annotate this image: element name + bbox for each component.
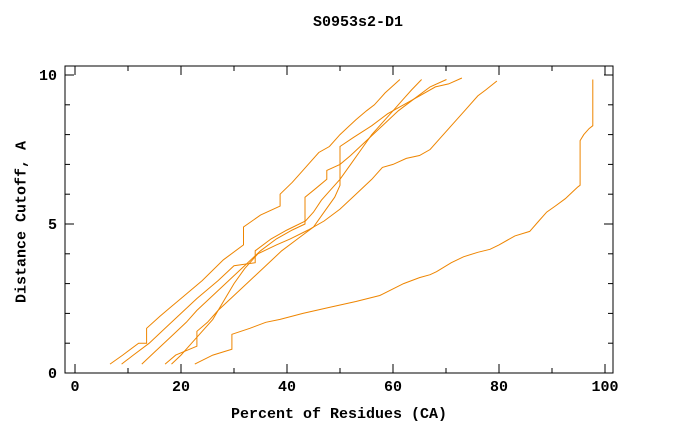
x-tick-label: 80 — [490, 379, 508, 396]
x-tick-label: 60 — [384, 379, 402, 396]
x-tick-label: 100 — [591, 379, 618, 396]
x-axis-label: Percent of Residues (CA) — [230, 406, 448, 423]
y-tick-label: 10 — [39, 68, 57, 85]
y-tick-label: 5 — [48, 217, 57, 234]
plot-frame — [64, 65, 614, 374]
series-curve-5 — [171, 80, 498, 365]
x-tick-label: 20 — [172, 379, 190, 396]
y-axis-label: Distance Cutoff, A — [13, 140, 31, 304]
series-curve-3 — [141, 79, 447, 365]
x-tick-label: 40 — [278, 379, 296, 396]
series-curve-4 — [164, 77, 463, 365]
chart-title: S0953s2-D1 — [312, 14, 403, 31]
y-tick-label: 0 — [48, 366, 57, 383]
series-curve-1 — [109, 79, 401, 365]
x-tick-label: 0 — [70, 379, 79, 396]
series-curve-6 — [194, 79, 594, 365]
